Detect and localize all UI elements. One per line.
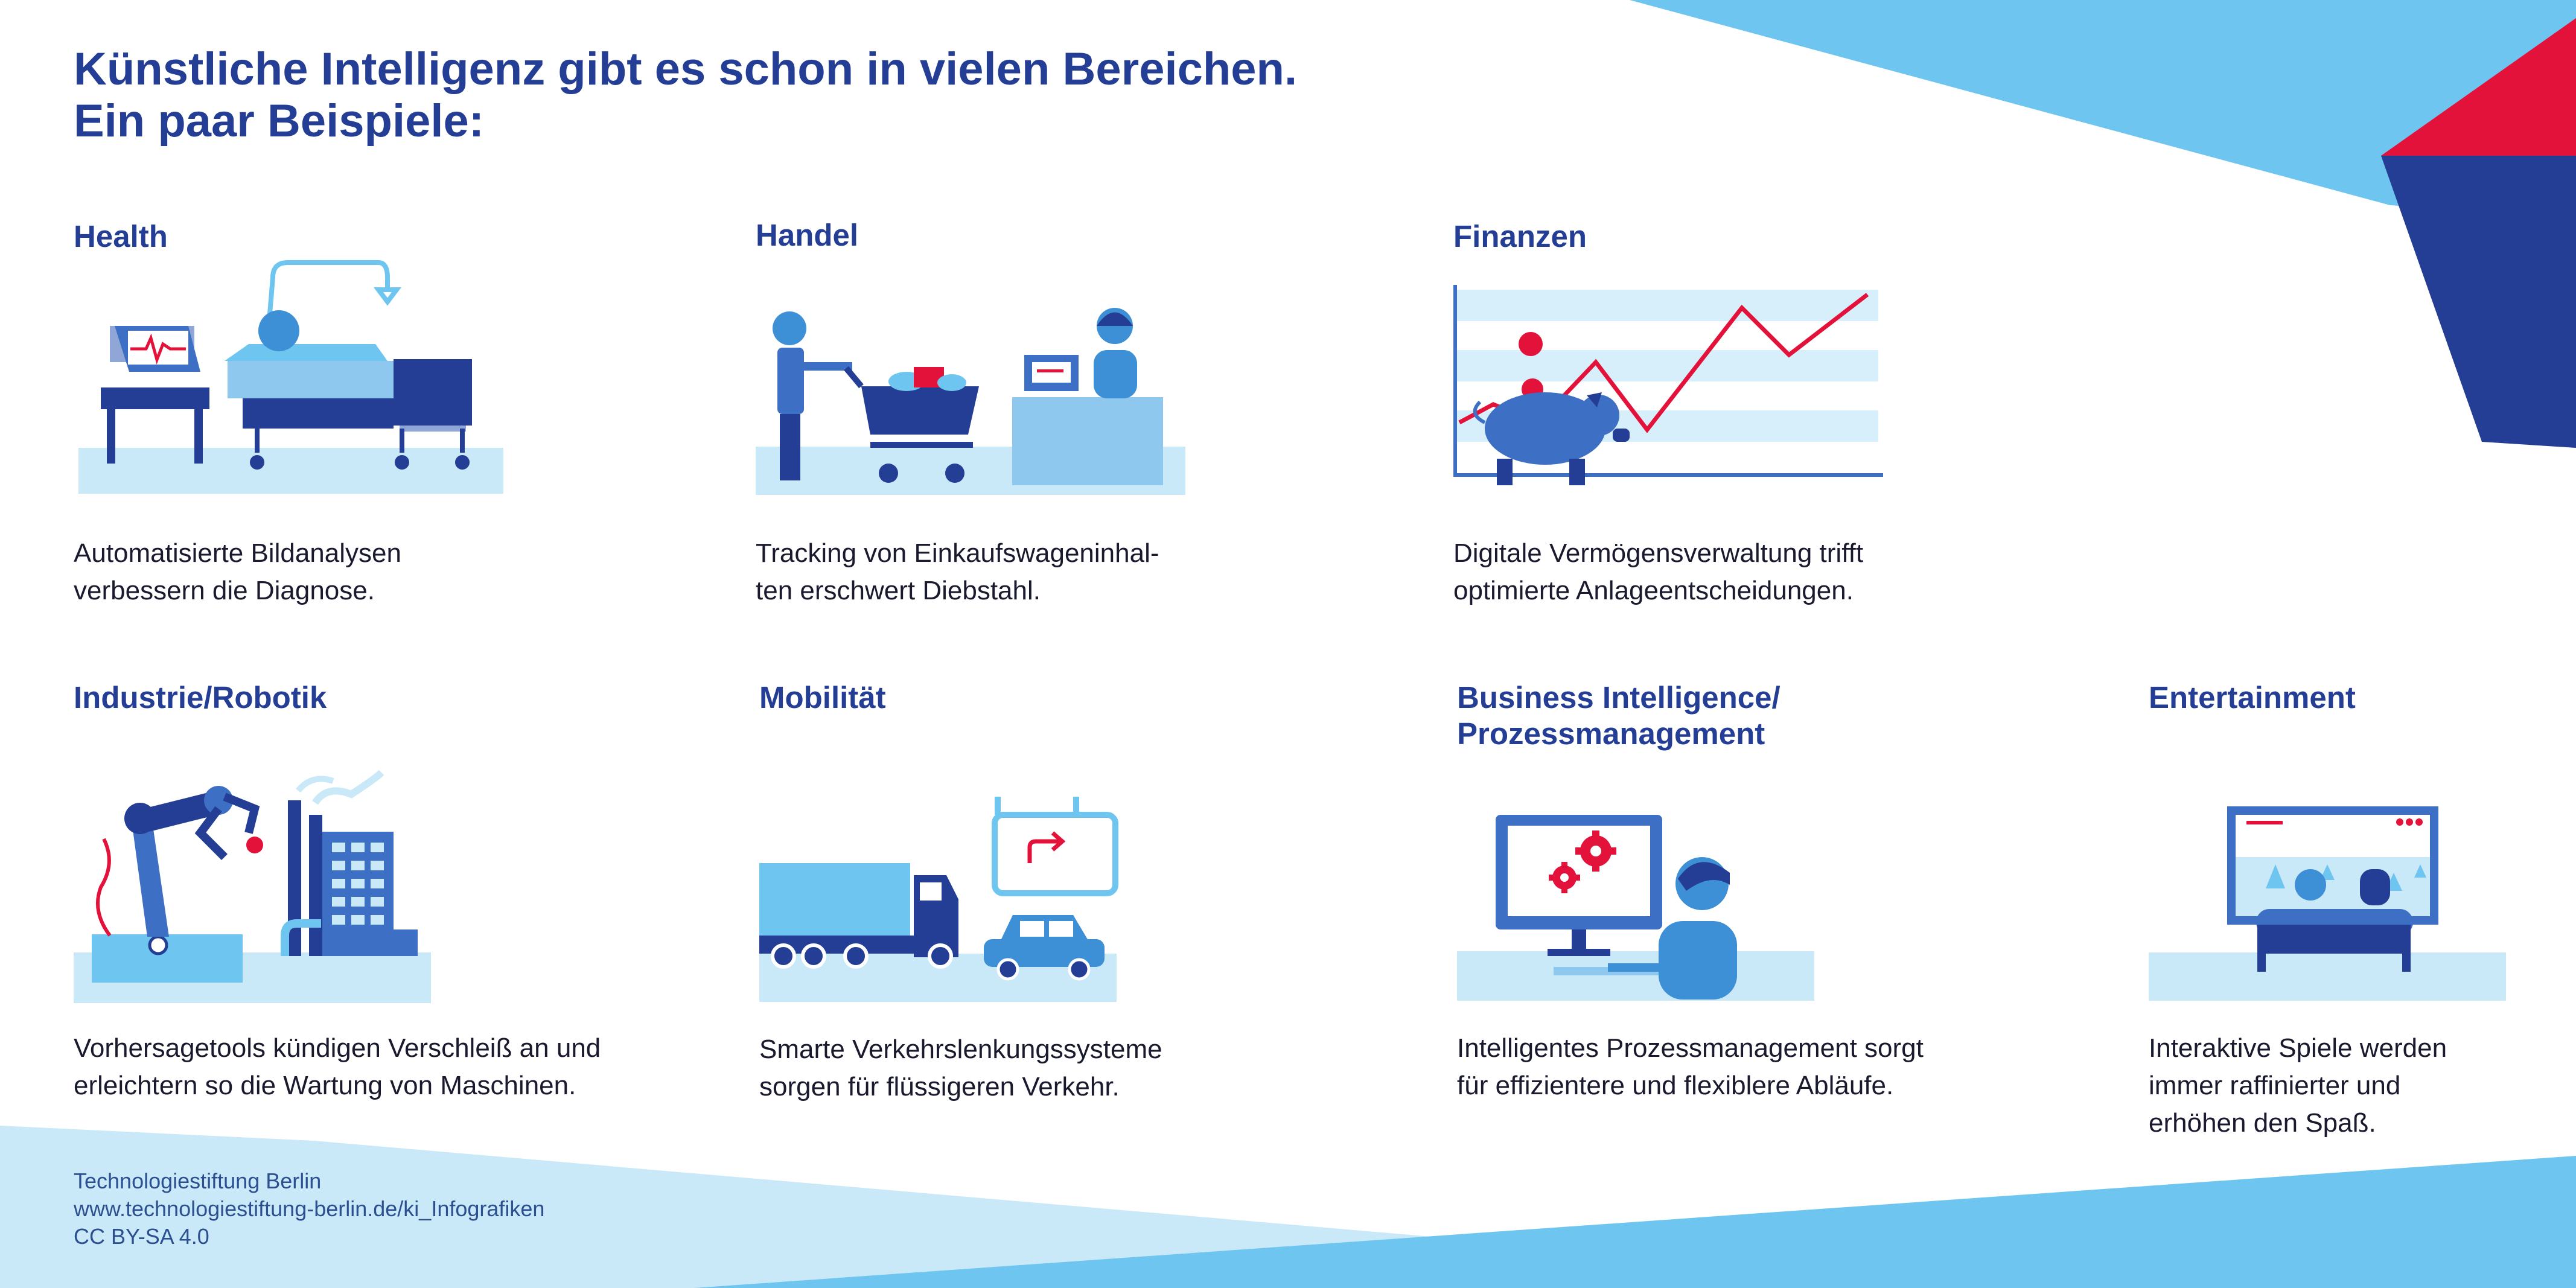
- handel-heading: Handel: [756, 218, 859, 252]
- handel-description: Tracking von Einkaufswageninhal- ten ers…: [756, 535, 1159, 610]
- entertainment-heading: Entertainment: [2149, 680, 2356, 715]
- footer-url[interactable]: www.technologiestiftung-berlin.de/ki_Inf…: [74, 1196, 545, 1221]
- business-intelligence-illustration: [1457, 815, 1814, 1001]
- handel-desc-line-1: Tracking von Einkaufswageninhal-: [756, 538, 1159, 568]
- health-heading: Health: [74, 219, 168, 253]
- health-desc-line-2: verbessern die Diagnose.: [74, 576, 375, 605]
- finanzen-heading: Finanzen: [1453, 219, 1587, 253]
- handel-illustration: [756, 308, 1185, 495]
- mobilitaet-desc-line-1: Smarte Verkehrslenkungssysteme: [759, 1035, 1162, 1064]
- entertainment-description: Interaktive Spiele werden immer raffinie…: [2149, 1030, 2447, 1142]
- industrie-desc-line-2: erleichtern so die Wartung von Maschinen…: [74, 1071, 576, 1100]
- industrie-heading: Industrie/Robotik: [74, 680, 327, 715]
- finanzen-desc-line-2: optimierte Anlageentscheidungen.: [1453, 576, 1854, 605]
- top-right-red-triangle: [2381, 18, 2576, 156]
- entertainment-desc-line-3: erhöhen den Spaß.: [2149, 1108, 2376, 1138]
- finanzen-illustration: [1453, 285, 1883, 485]
- entertainment-illustration: [2149, 806, 2506, 1001]
- mobilitaet-illustration: [759, 797, 1118, 1002]
- health-description: Automatisierte Bildanalysen verbessern d…: [74, 535, 401, 610]
- page-title: Künstliche Intelligenz gibt es schon in …: [74, 43, 1297, 147]
- industrie-illustration: [74, 770, 431, 1003]
- handel-desc-line-2: ten erschwert Diebstahl.: [756, 576, 1041, 605]
- bottom-blue-band: [694, 1156, 2576, 1288]
- bottom-pale-band: [0, 1126, 1509, 1288]
- title-line-2: Ein paar Beispiele:: [74, 95, 485, 147]
- footer-license: CC BY-SA 4.0: [74, 1224, 209, 1249]
- mobilitaet-description: Smarte Verkehrslenkungssysteme sorgen fü…: [759, 1031, 1162, 1106]
- footer-credits: Technologiestiftung Berlin www.technolog…: [74, 1167, 544, 1251]
- title-line-1: Künstliche Intelligenz gibt es schon in …: [74, 43, 1298, 95]
- health-desc-line-1: Automatisierte Bildanalysen: [74, 538, 401, 568]
- bi-desc-line-2: für effizientere und flexiblere Abläufe.: [1457, 1071, 1894, 1100]
- mobilitaet-desc-line-2: sorgen für flüssigeren Verkehr.: [759, 1072, 1120, 1101]
- entertainment-desc-line-2: immer raffinierter und: [2149, 1071, 2401, 1100]
- health-illustration: [78, 260, 503, 494]
- bi-desc-line-1: Intelligentes Prozessmanagement sorgt: [1457, 1033, 1924, 1063]
- business-intelligence-description: Intelligentes Prozessmanagement sorgt fü…: [1457, 1030, 1924, 1105]
- industrie-description: Vorhersagetools kündigen Verschleiß an u…: [74, 1030, 601, 1105]
- entertainment-desc-line-1: Interaktive Spiele werden: [2149, 1033, 2447, 1063]
- bi-heading-line-2: Prozessmanagement: [1457, 716, 1765, 751]
- top-right-navy-shape: [2381, 156, 2576, 448]
- footer-organization: Technologiestiftung Berlin: [74, 1168, 322, 1193]
- top-right-light-band: [1630, 0, 2576, 217]
- industrie-desc-line-1: Vorhersagetools kündigen Verschleiß an u…: [74, 1033, 601, 1063]
- business-intelligence-heading: Business Intelligence/ Prozessmanagement: [1457, 680, 1781, 752]
- bi-heading-line-1: Business Intelligence/: [1457, 680, 1781, 715]
- finanzen-desc-line-1: Digitale Vermögensverwaltung trifft: [1453, 538, 1864, 568]
- finanzen-description: Digitale Vermögensverwaltung trifft opti…: [1453, 535, 1863, 610]
- mobilitaet-heading: Mobilität: [759, 680, 886, 715]
